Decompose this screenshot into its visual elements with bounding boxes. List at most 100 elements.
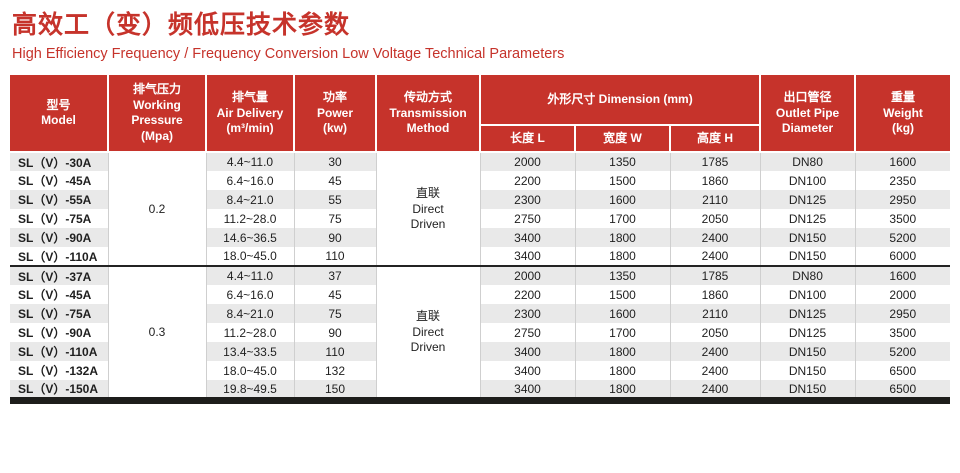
power-cell: 75 bbox=[293, 304, 377, 324]
outlet-pipe-cell: DN100 bbox=[759, 285, 856, 305]
width-cell: 1500 bbox=[574, 285, 671, 305]
model-cell: SL（V）-45A bbox=[10, 171, 109, 191]
table-row: SL（V）-110A 18.0~45.0 110 3400 1800 2400 … bbox=[10, 247, 951, 267]
height-cell: 2400 bbox=[669, 228, 761, 248]
outlet-pipe-cell: DN80 bbox=[759, 151, 856, 172]
width-cell: 1600 bbox=[574, 190, 671, 210]
table-row: SL（V）-90A 14.6~36.5 90 3400 1800 2400 DN… bbox=[10, 228, 951, 248]
model-cell: SL（V）-110A bbox=[10, 247, 109, 267]
col-header-pressure: 排气压力 Working Pressure (Mpa) bbox=[107, 75, 207, 154]
air-delivery-cell: 13.4~33.5 bbox=[205, 342, 295, 362]
length-cell: 2300 bbox=[479, 190, 576, 210]
air-delivery-cell: 19.8~49.5 bbox=[205, 380, 295, 401]
height-cell: 1785 bbox=[669, 265, 761, 286]
power-cell: 45 bbox=[293, 171, 377, 191]
length-cell: 2300 bbox=[479, 304, 576, 324]
weight-cell: 3500 bbox=[854, 323, 951, 343]
power-cell: 75 bbox=[293, 209, 377, 229]
air-delivery-cell: 4.4~11.0 bbox=[205, 151, 295, 172]
model-cell: SL（V）-132A bbox=[10, 361, 109, 381]
weight-cell: 2000 bbox=[854, 285, 951, 305]
weight-cell: 6500 bbox=[854, 361, 951, 381]
col-header-weight: 重量 Weight (kg) bbox=[854, 75, 951, 154]
model-cell: SL（V）-110A bbox=[10, 342, 109, 362]
page-title-chinese: 高效工（变）频低压技术参数 bbox=[12, 11, 351, 39]
power-cell: 45 bbox=[293, 285, 377, 305]
outlet-pipe-cell: DN125 bbox=[759, 209, 856, 229]
table-row: SL（V）-132A 18.0~45.0 132 3400 1800 2400 … bbox=[10, 361, 951, 381]
table-row: SL（V）-45A 6.4~16.0 45 2200 1500 1860 DN1… bbox=[10, 285, 951, 305]
air-delivery-cell: 18.0~45.0 bbox=[205, 361, 295, 381]
weight-cell: 6500 bbox=[854, 380, 951, 401]
length-cell: 2200 bbox=[479, 285, 576, 305]
weight-cell: 2950 bbox=[854, 304, 951, 324]
table-row: SL（V）-75A 11.2~28.0 75 2750 1700 2050 DN… bbox=[10, 209, 951, 229]
weight-cell: 2350 bbox=[854, 171, 951, 191]
weight-cell: 5200 bbox=[854, 228, 951, 248]
air-delivery-cell: 6.4~16.0 bbox=[205, 285, 295, 305]
height-cell: 2110 bbox=[669, 190, 761, 210]
model-cell: SL（V）-75A bbox=[10, 209, 109, 229]
col-header-height: 高度 H bbox=[668, 124, 761, 154]
outlet-pipe-cell: DN125 bbox=[759, 190, 856, 210]
parameters-table: 型号 Model 排气压力 Working Pressure (Mpa) 排气量… bbox=[10, 75, 951, 405]
air-delivery-cell: 6.4~16.0 bbox=[205, 171, 295, 191]
table-header: 型号 Model 排气压力 Working Pressure (Mpa) 排气量… bbox=[10, 75, 951, 154]
height-cell: 2400 bbox=[669, 380, 761, 401]
model-cell: SL（V）-90A bbox=[10, 228, 109, 248]
outlet-pipe-cell: DN80 bbox=[759, 265, 856, 286]
outlet-pipe-cell: DN150 bbox=[759, 342, 856, 362]
height-cell: 2400 bbox=[669, 361, 761, 381]
outlet-pipe-cell: DN150 bbox=[759, 380, 856, 401]
width-cell: 1800 bbox=[574, 342, 671, 362]
length-cell: 3400 bbox=[479, 247, 576, 267]
col-header-model: 型号 Model bbox=[10, 75, 109, 154]
page: 高效工（变）频低压技术参数 High Efficiency Frequency … bbox=[10, 11, 951, 405]
width-cell: 1800 bbox=[574, 247, 671, 267]
length-cell: 3400 bbox=[479, 361, 576, 381]
length-cell: 2000 bbox=[479, 151, 576, 172]
width-cell: 1350 bbox=[574, 265, 671, 286]
length-cell: 2200 bbox=[479, 171, 576, 191]
col-header-width: 宽度 W bbox=[574, 124, 671, 154]
air-delivery-cell: 11.2~28.0 bbox=[205, 323, 295, 343]
height-cell: 1860 bbox=[669, 285, 761, 305]
pressure-group-0.2: SL（V）-30A 0.2 4.4~11.0 30 直联 Direct Driv… bbox=[10, 151, 951, 267]
width-cell: 1600 bbox=[574, 304, 671, 324]
width-cell: 1350 bbox=[574, 151, 671, 172]
col-header-transmission: 传动方式 Transmission Method bbox=[375, 75, 481, 154]
power-cell: 110 bbox=[293, 247, 377, 267]
table-row: SL（V）-110A 13.4~33.5 110 3400 1800 2400 … bbox=[10, 342, 951, 362]
power-cell: 110 bbox=[293, 342, 377, 362]
col-header-length: 长度 L bbox=[480, 124, 576, 154]
model-cell: SL（V）-37A bbox=[10, 265, 109, 286]
model-cell: SL（V）-75A bbox=[10, 304, 109, 324]
air-delivery-cell: 8.4~21.0 bbox=[205, 304, 295, 324]
length-cell: 2750 bbox=[479, 209, 576, 229]
width-cell: 1800 bbox=[574, 228, 671, 248]
height-cell: 2050 bbox=[669, 209, 761, 229]
air-delivery-cell: 18.0~45.0 bbox=[205, 247, 295, 267]
weight-cell: 6000 bbox=[854, 247, 951, 267]
model-cell: SL（V）-45A bbox=[10, 285, 109, 305]
power-cell: 30 bbox=[293, 151, 377, 172]
weight-cell: 1600 bbox=[854, 265, 951, 286]
outlet-pipe-cell: DN150 bbox=[759, 361, 856, 381]
length-cell: 3400 bbox=[479, 380, 576, 401]
air-delivery-cell: 4.4~11.0 bbox=[205, 265, 295, 286]
height-cell: 1860 bbox=[669, 171, 761, 191]
air-delivery-cell: 8.4~21.0 bbox=[205, 190, 295, 210]
transmission-cell: 直联 Direct Driven bbox=[375, 265, 481, 401]
width-cell: 1800 bbox=[574, 361, 671, 381]
height-cell: 2110 bbox=[669, 304, 761, 324]
weight-cell: 1600 bbox=[854, 151, 951, 172]
table-row: SL（V）-30A 0.2 4.4~11.0 30 直联 Direct Driv… bbox=[10, 151, 951, 267]
height-cell: 2050 bbox=[669, 323, 761, 343]
power-cell: 132 bbox=[293, 361, 377, 381]
col-header-air-delivery: 排气量 Air Delivery (m³/min) bbox=[205, 75, 295, 154]
outlet-pipe-cell: DN100 bbox=[759, 171, 856, 191]
width-cell: 1800 bbox=[574, 380, 671, 401]
page-title-english: High Efficiency Frequency / Frequency Co… bbox=[12, 46, 565, 62]
model-cell: SL（V）-55A bbox=[10, 190, 109, 210]
table-row: SL（V）-55A 8.4~21.0 55 2300 1600 2110 DN1… bbox=[10, 190, 951, 210]
